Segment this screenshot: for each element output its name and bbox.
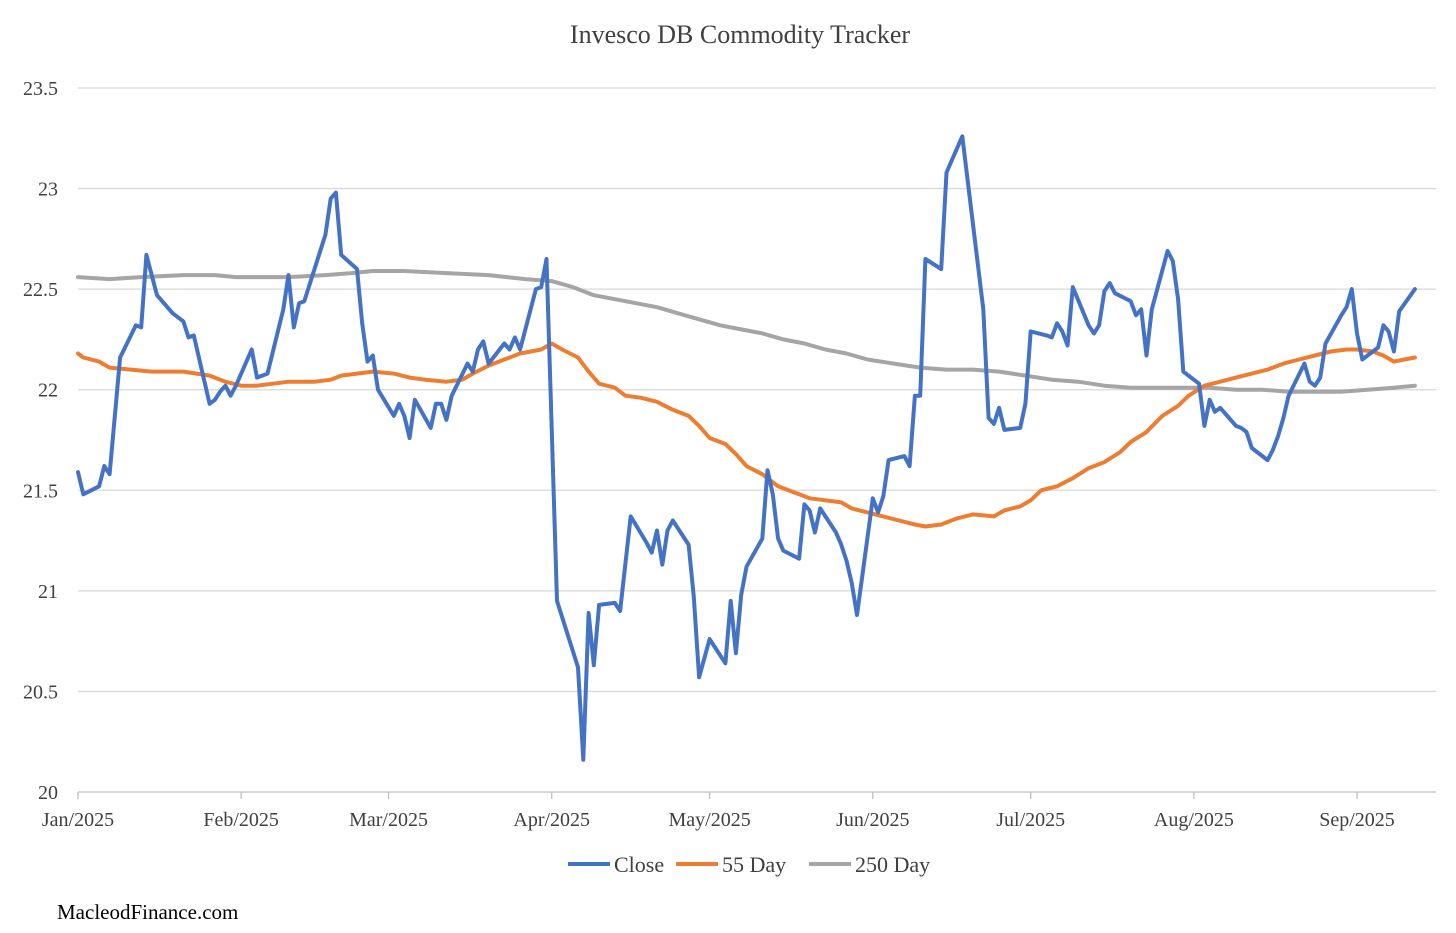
x-tick-label: Apr/2025 xyxy=(513,809,590,831)
series-line-close xyxy=(76,134,1417,762)
x-axis-ticks: Jan/2025 Feb/2025 Mar/2025 Apr/2025 May/2025… xyxy=(42,792,1395,831)
legend-label: 55 Day xyxy=(722,852,786,877)
x-tick-label: Jan/2025 xyxy=(42,809,114,831)
y-tick-label: 22.5 xyxy=(23,279,58,301)
x-tick-label: Jul/2025 xyxy=(996,809,1065,831)
y-tick-label: 23 xyxy=(38,179,58,201)
x-tick-label: Aug/2025 xyxy=(1154,809,1234,831)
y-axis-ticks: 20 20.5 21 21.5 22 22.5 23 23.5 xyxy=(23,78,58,804)
x-tick-label: Jun/2025 xyxy=(836,809,909,831)
legend: Close 55 Day 250 Day xyxy=(568,852,930,877)
x-tick-label: Mar/2025 xyxy=(349,809,428,831)
series-lines xyxy=(76,134,1417,762)
chart-title: Invesco DB Commodity Tracker xyxy=(570,20,910,49)
legend-label: Close xyxy=(614,852,664,877)
series-line-55-day xyxy=(76,341,1417,529)
y-tick-label: 22 xyxy=(38,380,58,402)
y-tick-label: 20 xyxy=(38,782,58,804)
x-tick-label: May/2025 xyxy=(669,809,751,831)
y-tick-label: 23.5 xyxy=(23,78,58,100)
chart: Invesco DB Commodity Tracker 20 20.5 21 21.… xyxy=(23,20,1436,877)
y-tick-label: 21 xyxy=(38,581,58,603)
series-line-250-day xyxy=(76,269,1417,394)
x-tick-label: Sep/2025 xyxy=(1319,809,1395,831)
x-tick-label: Feb/2025 xyxy=(203,809,279,831)
footer-credit: MacleodFinance.com xyxy=(57,900,239,924)
gridlines xyxy=(78,87,1436,693)
y-tick-label: 21.5 xyxy=(23,480,58,502)
legend-label: 250 Day xyxy=(855,852,930,877)
y-tick-label: 20.5 xyxy=(23,681,58,703)
